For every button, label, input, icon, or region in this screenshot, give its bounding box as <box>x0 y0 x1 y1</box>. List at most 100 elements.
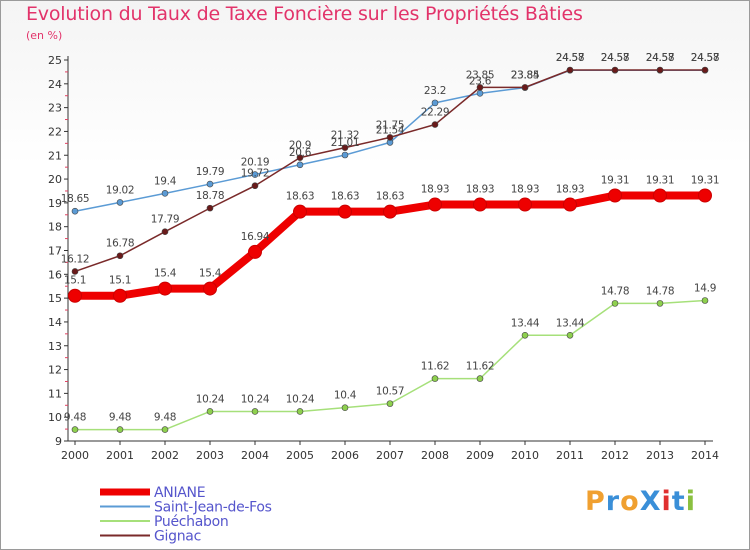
series-1-label-10: 23.84 <box>511 70 540 82</box>
series-1-point-5 <box>296 161 304 169</box>
series-2-label-6: 10.4 <box>334 390 357 402</box>
series-2-label-3: 10.24 <box>196 393 225 405</box>
series-3-point-10 <box>521 84 529 91</box>
legend-label-2: Puéchabon <box>154 514 228 530</box>
series-1-label-1: 19.02 <box>106 184 135 196</box>
series-0-label-2: 15.4 <box>154 268 177 280</box>
series-3-point-11 <box>566 66 574 74</box>
x-tick-label-4: 2004 <box>241 449 269 462</box>
series-3-point-5 <box>296 154 304 161</box>
y-tick-label-2: 11 <box>48 387 62 400</box>
series-3-point-2 <box>161 228 169 235</box>
y-tick-label-0: 9 <box>55 435 62 448</box>
series-1-label-11: 24.57 <box>556 52 585 64</box>
y-tick-label-6: 15 <box>48 292 62 305</box>
series-2-label-12: 14.78 <box>601 285 630 297</box>
series-2-point-7 <box>386 400 394 407</box>
series-1-label-0: 18.65 <box>61 193 90 205</box>
series-1-label-6: 21.01 <box>331 137 360 149</box>
series-0-point-9 <box>473 197 487 212</box>
x-tick-label-0: 2000 <box>61 449 89 462</box>
proxiti-logo: ProXiti <box>585 486 696 517</box>
logo-letter-5: t <box>671 486 686 517</box>
series-0-label-14: 19.31 <box>691 174 720 186</box>
series-2-point-2 <box>161 426 169 433</box>
series-3-label-0: 16.12 <box>61 253 90 265</box>
series-2-label-4: 10.24 <box>241 393 270 405</box>
logo-letter-1: r <box>605 486 621 517</box>
series-3-label-13: 24.58 <box>646 52 675 64</box>
series-0-point-3 <box>203 281 217 296</box>
series-0-label-7: 18.63 <box>376 191 405 203</box>
legend-label-0: ANIANE <box>154 485 205 501</box>
series-3-point-14 <box>701 66 709 74</box>
y-tick-label-16: 25 <box>48 54 62 67</box>
series-3-label-5: 20.9 <box>289 140 311 152</box>
series-2-point-3 <box>206 408 214 415</box>
series-1-label-12: 24.57 <box>601 52 630 64</box>
series-3-label-7: 21.75 <box>376 119 405 131</box>
series-3-label-6: 21.32 <box>331 130 360 142</box>
series-3-point-3 <box>206 204 214 212</box>
series-0-point-14 <box>698 188 712 203</box>
series-2-point-5 <box>296 408 304 415</box>
series-0-label-4: 16.94 <box>241 231 270 243</box>
series-2-point-6 <box>341 404 349 411</box>
series-3-point-7 <box>386 134 394 141</box>
series-0-point-4 <box>248 244 262 259</box>
series-0-label-11: 18.93 <box>556 184 585 196</box>
series-0-point-5 <box>293 204 307 219</box>
series-2-label-9: 11.62 <box>466 361 495 373</box>
series-2-label-2: 9.48 <box>154 412 176 424</box>
x-tick-label-7: 2007 <box>376 449 404 462</box>
y-tick-label-13: 22 <box>48 125 62 138</box>
series-1-point-6 <box>341 151 349 159</box>
series-2-label-10: 13.44 <box>511 317 540 329</box>
logo-letter-3: X <box>639 486 662 517</box>
series-2-point-13 <box>656 300 664 307</box>
series-3-point-13 <box>656 66 664 74</box>
series-2-label-7: 10.57 <box>376 386 405 398</box>
x-tick-label-11: 2011 <box>556 449 584 462</box>
series-3-label-11: 24.58 <box>556 52 585 64</box>
series-1-label-3: 19.79 <box>196 166 225 178</box>
series-2-point-0 <box>71 426 79 433</box>
series-3-label-1: 16.78 <box>106 238 135 250</box>
series-0-point-13 <box>653 188 667 203</box>
series-2-point-11 <box>566 331 574 339</box>
legend-label-1: Saint-Jean-de-Fos <box>154 500 272 516</box>
series-0-label-10: 18.93 <box>511 184 540 196</box>
y-tick-label-12: 21 <box>48 149 62 162</box>
y-tick-label-7: 16 <box>48 268 62 281</box>
series-3-point-9 <box>476 84 484 91</box>
series-3-point-6 <box>341 144 349 151</box>
logo-letter-0: P <box>585 486 606 517</box>
x-tick-label-5: 2005 <box>286 449 314 462</box>
series-0-point-2 <box>158 281 172 296</box>
series-2-point-8 <box>431 375 439 382</box>
x-tick-label-12: 2012 <box>601 449 629 462</box>
x-tick-label-10: 2010 <box>511 449 539 462</box>
logo-letter-2: o <box>620 486 640 517</box>
series-line-3 <box>74 69 705 273</box>
series-2-point-10 <box>521 331 529 339</box>
y-tick-label-14: 23 <box>48 102 62 115</box>
series-0-label-6: 18.63 <box>331 191 360 203</box>
series-1-point-2 <box>161 190 169 197</box>
x-tick-label-9: 2009 <box>466 449 494 462</box>
series-2-label-1: 9.48 <box>109 412 131 424</box>
series-line-2 <box>75 299 706 431</box>
series-3-point-0 <box>71 268 79 275</box>
logo-letter-4: i <box>661 486 672 517</box>
series-0-label-5: 18.63 <box>286 191 315 203</box>
x-tick-label-14: 2014 <box>691 449 719 462</box>
y-tick-label-11: 20 <box>48 173 62 186</box>
series-0-point-6 <box>338 204 352 219</box>
series-0-label-1: 15.1 <box>109 275 131 287</box>
series-3-label-8: 22.29 <box>421 107 450 119</box>
y-tick-label-4: 13 <box>48 340 62 353</box>
series-0-point-1 <box>113 288 127 303</box>
series-1-point-9 <box>476 90 484 97</box>
series-1-point-0 <box>71 207 79 215</box>
